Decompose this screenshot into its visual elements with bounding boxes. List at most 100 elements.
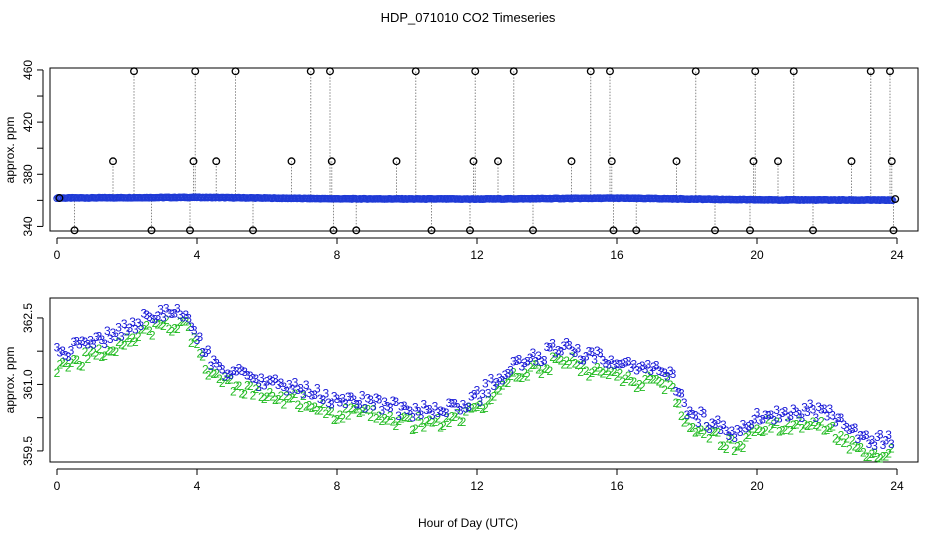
- bottom-point-series-3: 3: [124, 324, 131, 338]
- bottom-point-series-3: 3: [266, 373, 273, 387]
- bottom-point-series-2: 2: [398, 411, 405, 425]
- bottom-point-series-3: 3: [516, 352, 523, 366]
- bottom-point-series-2: 2: [574, 358, 581, 372]
- bottom-point-series-2: 2: [633, 381, 640, 395]
- bottom-point-series-3: 3: [160, 310, 167, 324]
- bottom-point-series-2: 2: [191, 330, 198, 344]
- bottom-point-series-3: 3: [793, 405, 800, 419]
- bottom-point-series-2: 2: [168, 325, 175, 339]
- bottom-point-series-2: 2: [485, 394, 492, 408]
- bottom-point-series-2: 2: [384, 414, 391, 428]
- bottom-point-series-3: 3: [348, 390, 355, 404]
- bottom-point-series-3: 3: [759, 413, 766, 427]
- bottom-point-series-3: 3: [104, 324, 111, 338]
- bottom-point-series-2: 2: [706, 431, 713, 445]
- bottom-point-series-2: 2: [401, 410, 408, 424]
- bottom-point-series-3: 3: [269, 374, 276, 388]
- bottom-point-series-3: 3: [546, 340, 553, 354]
- bottom-point-series-2: 2: [723, 442, 730, 456]
- bottom-point-series-2: 2: [784, 416, 791, 430]
- bottom-y-tick-label: 361.0: [21, 369, 35, 399]
- top-x-tick-label: 20: [750, 248, 764, 262]
- bottom-point-series-2: 2: [518, 371, 525, 385]
- bottom-point-series-3: 3: [331, 390, 338, 404]
- bottom-point-series-2: 2: [552, 352, 559, 366]
- bottom-point-series-2: 2: [644, 369, 651, 383]
- bottom-point-series-2: 2: [140, 322, 147, 336]
- bottom-point-series-2: 2: [717, 439, 724, 453]
- bottom-point-series-3: 3: [566, 339, 573, 353]
- bottom-point-series-2: 2: [614, 370, 621, 384]
- bottom-point-series-3: 3: [62, 348, 69, 362]
- bottom-point-series-2: 2: [129, 331, 136, 345]
- bottom-point-series-2: 2: [446, 416, 453, 430]
- bottom-x-tick-label: 16: [610, 479, 624, 493]
- bottom-point-series-2: 2: [661, 383, 668, 397]
- bottom-point-series-2: 2: [255, 380, 262, 394]
- bottom-point-series-3: 3: [846, 423, 853, 437]
- bottom-point-series-3: 3: [633, 363, 640, 377]
- bottom-point-series-3: 3: [597, 346, 604, 360]
- bottom-point-series-3: 3: [404, 403, 411, 417]
- bottom-point-series-2: 2: [479, 402, 486, 416]
- bottom-point-series-2: 2: [843, 431, 850, 445]
- bottom-point-series-3: 3: [236, 362, 243, 376]
- bottom-point-series-2: 2: [82, 345, 89, 359]
- bottom-point-series-2: 2: [835, 434, 842, 448]
- bottom-point-series-2: 2: [588, 366, 595, 380]
- bottom-point-series-3: 3: [110, 326, 117, 340]
- bottom-point-series-3: 3: [880, 438, 887, 452]
- bottom-point-series-2: 2: [387, 409, 394, 423]
- top-spike-marker: [847, 157, 856, 166]
- bottom-point-series-3: 3: [194, 333, 201, 347]
- top-spike-marker: [392, 157, 401, 166]
- bottom-point-series-3: 3: [602, 357, 609, 371]
- bottom-point-series-3: 3: [140, 307, 147, 321]
- bottom-point-series-2: 2: [437, 421, 444, 435]
- bottom-point-series-2: 2: [194, 337, 201, 351]
- bottom-point-series-2: 2: [98, 350, 105, 364]
- bottom-point-series-3: 3: [311, 388, 318, 402]
- bottom-point-series-3: 3: [583, 350, 590, 364]
- top-panel: 0 4 8 12 16 20 24 340 380 420 460 approx. ppm: [3, 60, 919, 262]
- top-x-tick-label: 16: [610, 248, 624, 262]
- bottom-point-series-3: 3: [555, 344, 562, 358]
- bottom-point-series-3: 3: [742, 421, 749, 435]
- bottom-point-series-2: 2: [874, 450, 881, 464]
- bottom-point-series-2: 2: [126, 336, 133, 350]
- bottom-point-series-3: 3: [843, 420, 850, 434]
- bottom-point-series-3: 3: [614, 357, 621, 371]
- bottom-point-series-3: 3: [87, 334, 94, 348]
- bottom-point-series-2: 2: [205, 368, 212, 382]
- bottom-point-series-3: 3: [261, 379, 268, 393]
- bottom-point-series-2: 2: [65, 361, 72, 375]
- bottom-point-series-3: 3: [527, 351, 534, 365]
- bottom-point-series-2: 2: [297, 401, 304, 415]
- bottom-point-series-2: 2: [882, 450, 889, 464]
- top-y-tick-label: 340: [21, 216, 35, 236]
- bottom-point-series-3: 3: [611, 358, 618, 372]
- top-spike-marker: [711, 226, 719, 235]
- bottom-point-series-2: 2: [849, 434, 856, 448]
- top-spike-marker: [887, 157, 896, 166]
- top-spike-marker: [249, 226, 257, 235]
- bottom-point-series-3: 3: [65, 350, 72, 364]
- bottom-point-series-2: 2: [888, 442, 895, 456]
- bottom-point-series-3: 3: [292, 376, 299, 390]
- bottom-point-series-2: 2: [294, 398, 301, 412]
- bottom-x-tick-label: 8: [334, 479, 341, 493]
- top-baseline-points: [53, 193, 897, 205]
- bottom-point-series-2: 2: [611, 365, 618, 379]
- bottom-point-series-3: 3: [605, 358, 612, 372]
- top-spike-marker: [789, 67, 798, 76]
- bottom-point-series-3: 3: [552, 346, 559, 360]
- bottom-point-series-3: 3: [378, 404, 385, 418]
- top-spike-marker: [186, 226, 194, 235]
- bottom-point-series-3: 3: [482, 377, 489, 391]
- bottom-point-series-2: 2: [412, 422, 419, 436]
- bottom-point-series-3: 3: [177, 308, 184, 322]
- bottom-point-series-3: 3: [233, 364, 240, 378]
- bottom-point-series-3: 3: [835, 411, 842, 425]
- bottom-point-series-3: 3: [208, 359, 215, 373]
